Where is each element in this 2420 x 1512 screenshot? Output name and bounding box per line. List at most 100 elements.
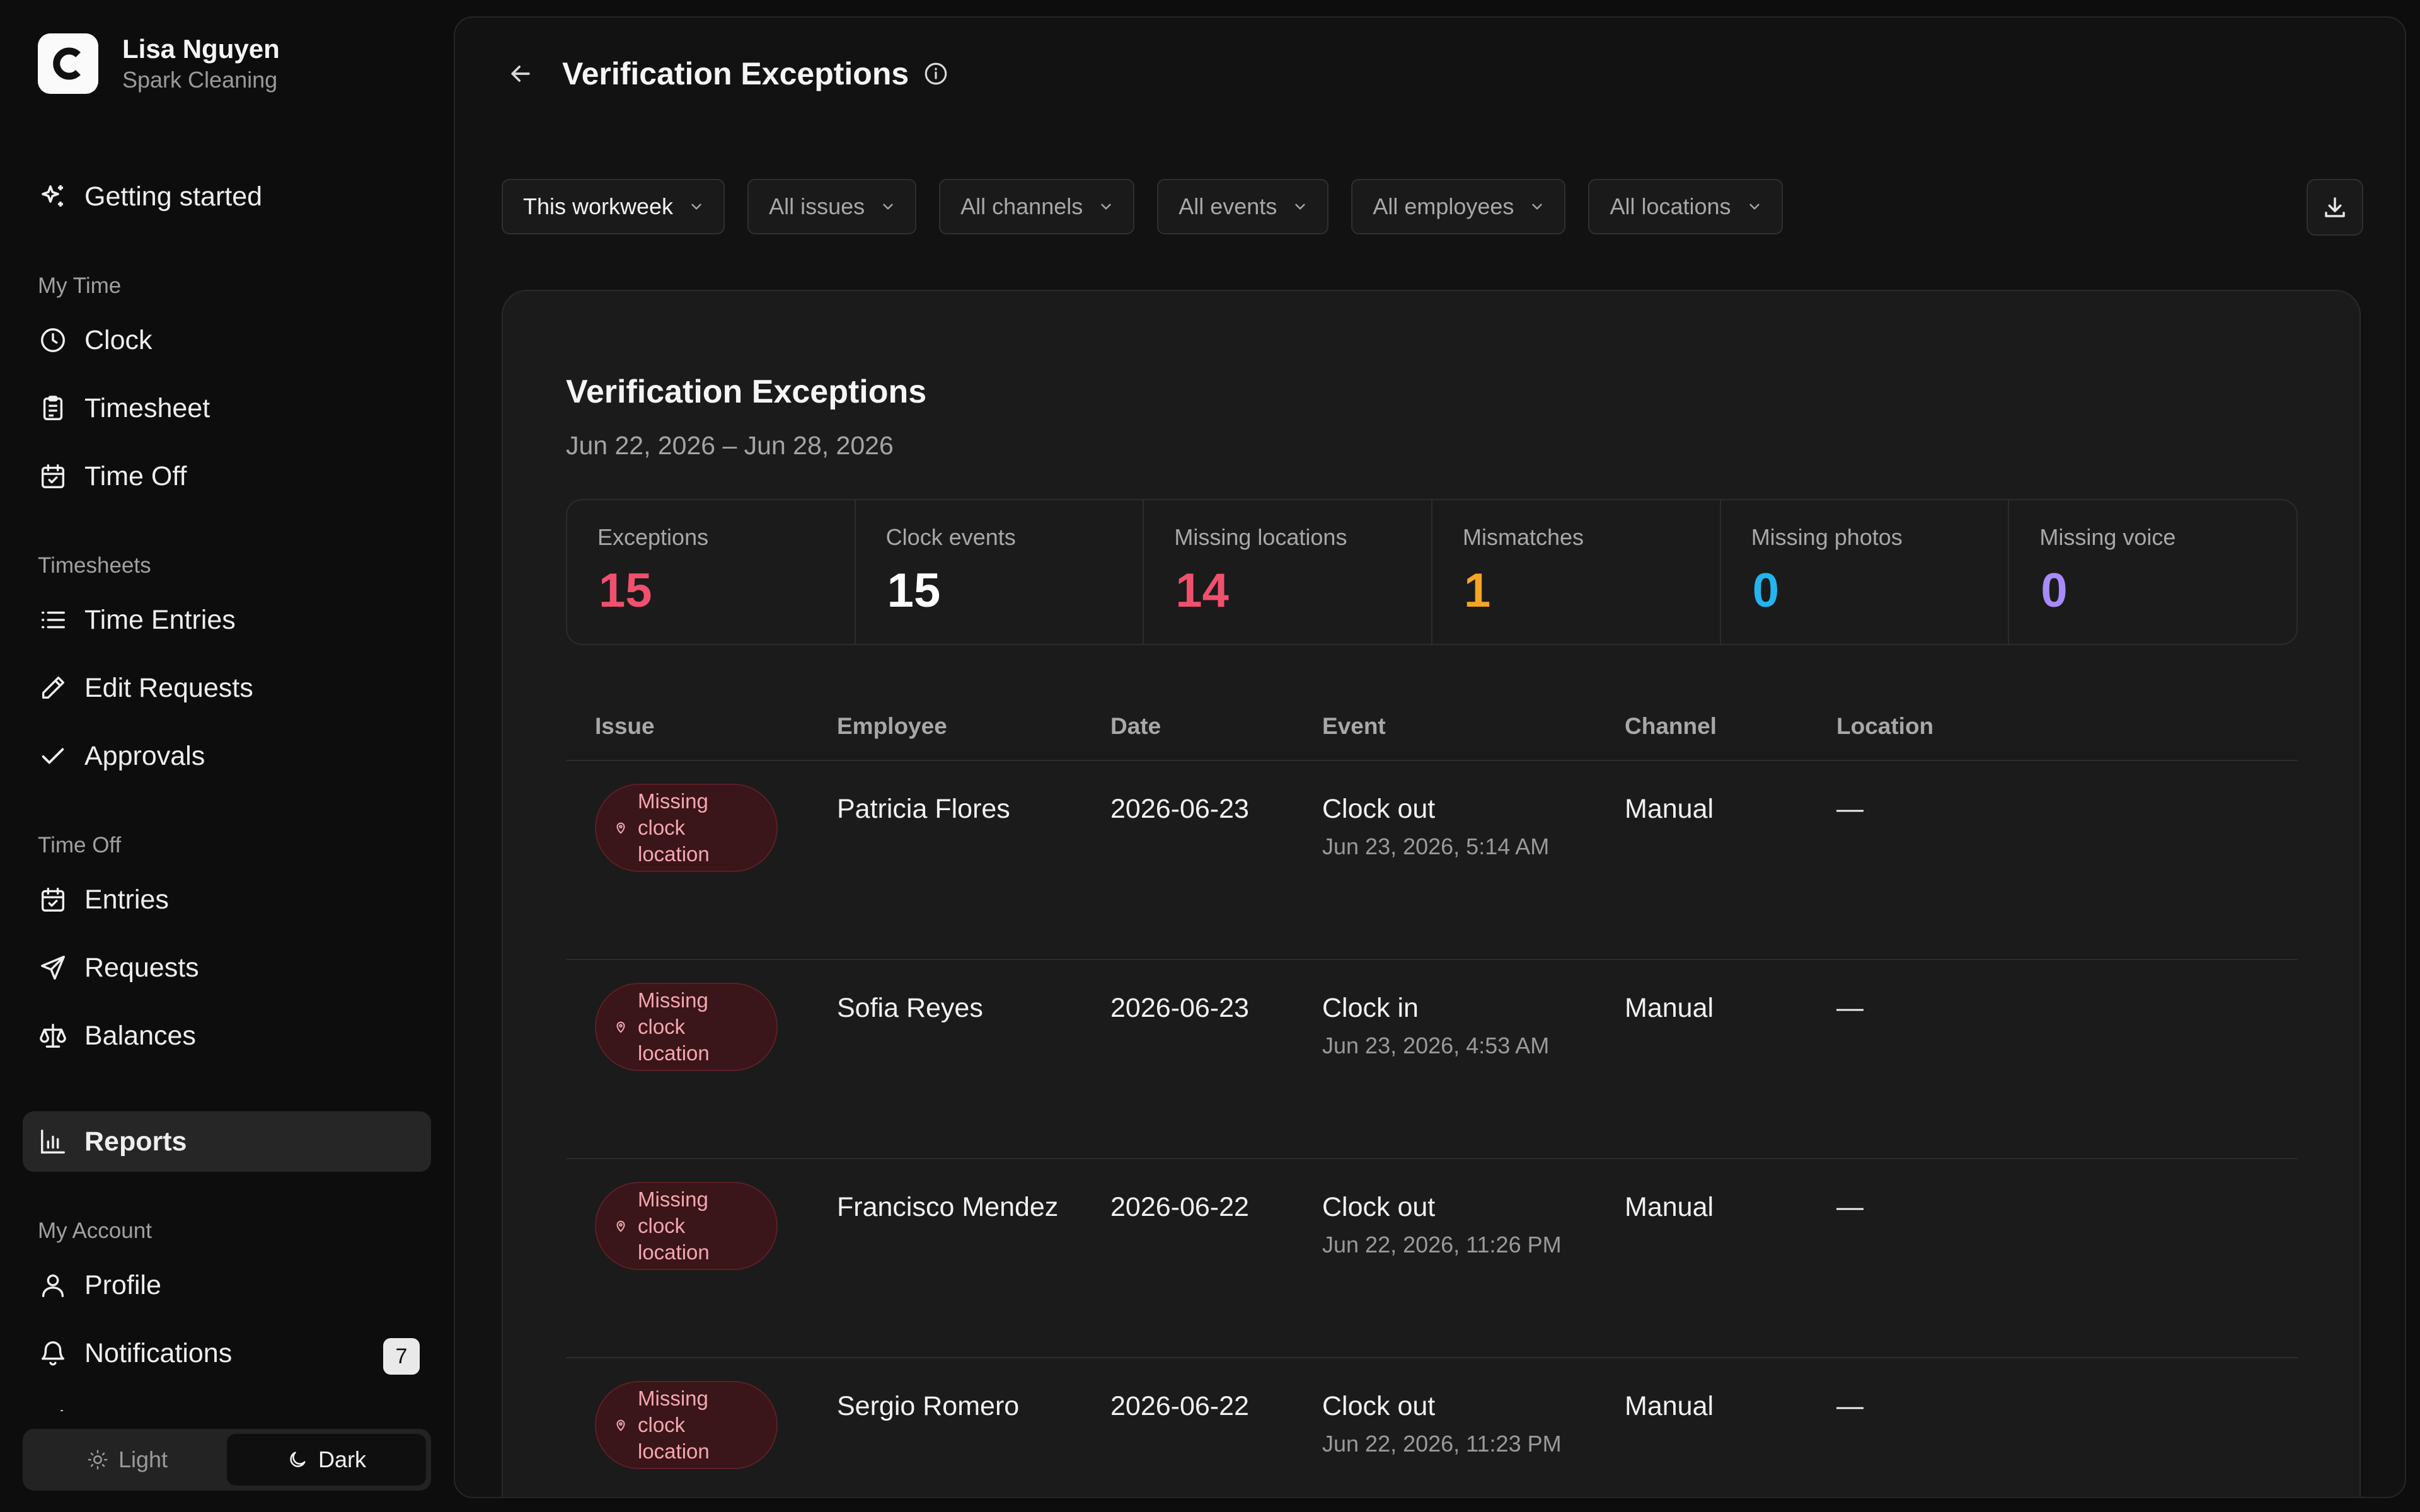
- back-arrow-icon[interactable]: [505, 59, 536, 89]
- section-title-my-account: My Account: [38, 1218, 152, 1243]
- calendar-check-icon: [38, 885, 68, 915]
- exceptions-table: Issue Employee Date Event Channel Locati…: [566, 694, 2298, 1497]
- nav-time-entries[interactable]: Time Entries: [23, 590, 431, 650]
- map-pin-icon: [614, 1418, 628, 1432]
- stat-value: 0: [1752, 564, 1779, 617]
- theme-dark-button[interactable]: Dark: [227, 1434, 426, 1486]
- date-cell: 2026-06-22: [1110, 1391, 1249, 1421]
- issue-label: Missing clock location: [638, 1188, 710, 1264]
- filter-issues[interactable]: All issues: [747, 179, 917, 234]
- calendar-check-icon: [38, 461, 68, 491]
- issue-label: Missing clock location: [638, 789, 710, 866]
- stat-label: Missing photos: [1751, 524, 1903, 550]
- user-icon: [38, 1270, 68, 1300]
- download-button[interactable]: [2307, 179, 2363, 236]
- chevron-down-icon: [880, 198, 896, 215]
- section-title-time-off: Time Off: [38, 833, 122, 857]
- nav-clock[interactable]: Clock: [23, 310, 431, 370]
- nav-edit-requests[interactable]: Edit Requests: [23, 658, 431, 718]
- nav-reports[interactable]: Reports: [23, 1111, 431, 1172]
- event-cell: Clock in Jun 23, 2026, 4:53 AM: [1322, 993, 1549, 1059]
- filter-label: All issues: [769, 193, 865, 219]
- theme-dark-label: Dark: [318, 1446, 366, 1472]
- nav-balances[interactable]: Balances: [23, 1005, 431, 1066]
- nav-timesheet[interactable]: Timesheet: [23, 378, 431, 438]
- filter-events[interactable]: All events: [1157, 179, 1329, 234]
- theme-light-button[interactable]: Light: [28, 1434, 227, 1486]
- stat-label: Clock events: [885, 524, 1016, 550]
- nav-clip: API Keys: [0, 1401, 454, 1411]
- channel-cell: Manual: [1625, 1391, 1714, 1421]
- event-type: Clock out: [1322, 794, 1436, 824]
- column-header-event[interactable]: Event: [1322, 713, 1386, 739]
- table-header: Issue Employee Date Event Channel Locati…: [566, 694, 2298, 760]
- filter-employees[interactable]: All employees: [1351, 179, 1566, 234]
- channel-cell: Manual: [1625, 794, 1714, 824]
- pencil-icon: [38, 673, 68, 703]
- sparkles-icon: [38, 181, 68, 212]
- channel-cell: Manual: [1625, 993, 1714, 1023]
- column-header-channel[interactable]: Channel: [1625, 713, 1717, 739]
- report-title: Verification Exceptions: [566, 374, 927, 410]
- map-pin-icon: [614, 1020, 628, 1034]
- filter-locations[interactable]: All locations: [1588, 179, 1783, 234]
- issue-badge: Missing clock location: [595, 1182, 778, 1270]
- map-pin-icon: [614, 1219, 628, 1233]
- column-header-employee[interactable]: Employee: [837, 713, 947, 739]
- nav-label: Reports: [84, 1126, 187, 1157]
- filter-label: All events: [1178, 193, 1277, 219]
- employee-cell: Sofia Reyes: [837, 993, 983, 1023]
- nav-notifications[interactable]: Notifications 7: [23, 1323, 431, 1383]
- stat-label: Exceptions: [597, 524, 709, 550]
- clipboard-icon: [38, 393, 68, 423]
- bell-icon: [38, 1338, 68, 1368]
- nav-label: API Keys: [84, 1406, 196, 1412]
- stat-label: Mismatches: [1463, 524, 1584, 550]
- account-switcher[interactable]: Lisa Nguyen Spark Cleaning: [38, 33, 280, 94]
- filter-date-range[interactable]: This workweek: [502, 179, 725, 234]
- stat-exceptions: Exceptions 15: [567, 500, 856, 644]
- info-icon[interactable]: [923, 60, 949, 87]
- nav-label: Profile: [84, 1269, 161, 1300]
- stat-label: Missing voice: [2039, 524, 2176, 550]
- nav-approvals[interactable]: Approvals: [23, 726, 431, 786]
- column-header-date[interactable]: Date: [1110, 713, 1161, 739]
- location-cell: —: [1836, 794, 1864, 824]
- theme-toggle: Light Dark: [23, 1429, 431, 1491]
- location-cell: —: [1836, 1192, 1864, 1222]
- nav-label: Notifications: [84, 1337, 233, 1368]
- nav-profile[interactable]: Profile: [23, 1255, 431, 1315]
- table-row[interactable]: Missing clock location Sofia Reyes 2026-…: [566, 959, 2298, 1158]
- channel-cell: Manual: [1625, 1192, 1714, 1222]
- chevron-down-icon: [688, 198, 705, 215]
- table-row[interactable]: Missing clock location Sergio Romero 202…: [566, 1357, 2298, 1497]
- nav-time-off-entries[interactable]: Entries: [23, 869, 431, 930]
- stat-missing-voice: Missing voice 0: [2009, 500, 2296, 644]
- filter-label: All channels: [960, 193, 1083, 219]
- stat-value: 1: [1464, 564, 1491, 617]
- nav-getting-started[interactable]: Getting started: [23, 166, 431, 227]
- map-pin-icon: [614, 821, 628, 835]
- nav-time-off[interactable]: Time Off: [23, 446, 431, 507]
- chevron-down-icon: [1098, 198, 1114, 215]
- column-header-issue[interactable]: Issue: [595, 713, 655, 739]
- nav-label: Getting started: [84, 181, 263, 212]
- page-title: Verification Exceptions: [562, 56, 909, 91]
- event-type: Clock out: [1322, 1391, 1436, 1421]
- page-header: Verification Exceptions: [505, 55, 949, 92]
- sidebar: Lisa Nguyen Spark Cleaning Getting start…: [0, 0, 454, 1512]
- nav-label: Clock: [84, 324, 153, 355]
- location-cell: —: [1836, 1391, 1864, 1421]
- event-timestamp: Jun 23, 2026, 5:14 AM: [1322, 833, 1550, 859]
- download-icon: [2322, 194, 2348, 220]
- nav-time-off-requests[interactable]: Requests: [23, 937, 431, 998]
- nav-api-keys[interactable]: API Keys: [23, 1401, 431, 1411]
- filter-channels[interactable]: All channels: [939, 179, 1135, 234]
- table-row[interactable]: Missing clock location Patricia Flores 2…: [566, 760, 2298, 959]
- employee-cell: Sergio Romero: [837, 1391, 1020, 1421]
- table-row[interactable]: Missing clock location Francisco Mendez …: [566, 1158, 2298, 1357]
- user-name: Lisa Nguyen: [122, 34, 280, 64]
- column-header-location[interactable]: Location: [1836, 713, 1934, 739]
- issue-label: Missing clock location: [638, 988, 710, 1065]
- stat-missing-photos: Missing photos 0: [1721, 500, 2010, 644]
